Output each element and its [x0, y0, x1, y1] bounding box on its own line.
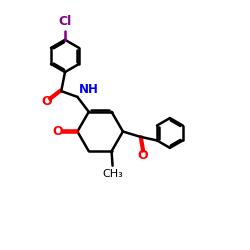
Text: NH: NH: [78, 83, 98, 96]
Text: CH₃: CH₃: [102, 170, 123, 179]
Text: O: O: [138, 149, 148, 162]
Text: Cl: Cl: [58, 15, 71, 28]
Text: O: O: [53, 125, 64, 138]
Text: O: O: [41, 95, 52, 108]
